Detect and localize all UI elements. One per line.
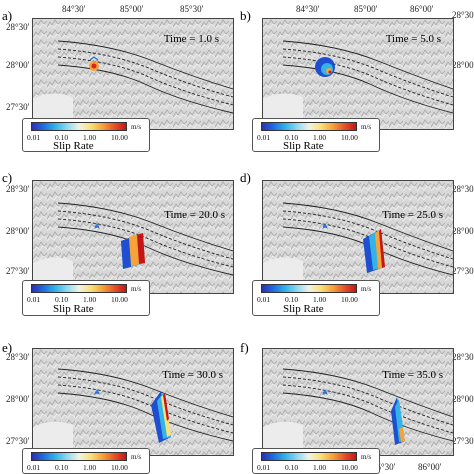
lon-tick: 85°00' (120, 4, 144, 14)
colorbar-title: Slip Rate (283, 303, 324, 315)
shaded-relief-map: Time = 35.0 s (262, 348, 454, 456)
lat-tick: 27°30' (452, 266, 474, 276)
colorbar-tick: 10.00 (341, 133, 358, 142)
colorbar-unit: m/s (131, 123, 142, 131)
colorbar-tick: 0.10 (285, 133, 299, 142)
colorbar-tick: 0.10 (55, 295, 69, 304)
colorbar-tick: 10.00 (111, 295, 128, 304)
shaded-relief-map: Time = 5.0 s (262, 18, 454, 130)
slip-rate-legend: m/s 0.01 0.10 1.00 10.00 Slip Rate (252, 118, 380, 152)
colorbar-title: Slip Rate (53, 303, 94, 315)
colorbar-unit: m/s (361, 453, 372, 461)
panel-letter: f) (240, 340, 249, 355)
lon-tick: 86°00' (410, 4, 434, 14)
lat-tick: 28°00' (452, 226, 474, 236)
panel-letter: c) (2, 170, 13, 185)
lon-tick: 85°30' (372, 462, 396, 472)
lat-tick: 27°30' (6, 102, 30, 112)
lat-tick: 28°30' (6, 184, 30, 194)
colorbar-unit: m/s (361, 285, 372, 293)
lat-tick: 27°30' (6, 436, 30, 446)
colorbar-tick: 0.10 (55, 463, 69, 472)
colorbar-tick: 1.00 (313, 295, 327, 304)
panel-letter: a) (2, 8, 13, 23)
lon-tick: 85°30' (180, 4, 204, 14)
lon-tick: 84°30' (62, 4, 86, 14)
colorbar (261, 122, 357, 131)
time-label: Time = 20.0 s (164, 209, 225, 221)
lat-tick: 28°00' (6, 60, 30, 70)
slip-rate-legend: m/s 0.01 0.10 1.00 10.00 (22, 448, 150, 474)
lat-tick: 28°30' (6, 22, 30, 32)
colorbar-title: Slip Rate (53, 140, 94, 152)
lat-tick: 28°30' (452, 352, 474, 362)
shaded-relief-map: Time = 25.0 s (262, 180, 454, 294)
colorbar-tick: 0.10 (285, 295, 299, 304)
colorbar-tick: 0.10 (285, 463, 299, 472)
time-label: Time = 5.0 s (385, 33, 441, 45)
colorbar-tick: 0.01 (27, 295, 41, 304)
shaded-relief-map: Time = 20.0 s (32, 180, 234, 294)
lon-tick: 85°00' (354, 4, 378, 14)
colorbar (261, 452, 357, 461)
lat-tick: 27°30' (452, 436, 474, 446)
colorbar-tick: 1.00 (313, 133, 327, 142)
colorbar-unit: m/s (131, 285, 142, 293)
shaded-relief-map: Time = 1.0 s (32, 18, 234, 130)
lat-tick: 28°00' (6, 394, 30, 404)
slip-rate-legend: m/s 0.01 0.10 1.00 10.00 Slip Rate (22, 118, 150, 152)
shaded-relief-map: Time = 30.0 s (32, 348, 234, 456)
colorbar (31, 452, 127, 461)
slip-rate-legend: m/s 0.01 0.10 1.00 10.00 Slip Rate (252, 280, 380, 316)
colorbar-tick: 10.00 (111, 133, 128, 142)
lat-tick: 28°00' (452, 60, 474, 70)
colorbar (31, 122, 127, 131)
lat-tick: 28°30' (6, 352, 30, 362)
colorbar (261, 284, 357, 293)
slip-rate-legend: m/s 0.01 0.10 1.00 10.00 Slip Rate (22, 280, 150, 316)
colorbar-unit: m/s (131, 453, 142, 461)
time-label: Time = 1.0 s (163, 33, 219, 45)
colorbar-tick: 1.00 (83, 133, 97, 142)
colorbar-tick: 0.01 (257, 133, 271, 142)
colorbar-tick: 10.00 (341, 463, 358, 472)
colorbar (31, 284, 127, 293)
time-label: Time = 25.0 s (382, 209, 443, 221)
colorbar-title: Slip Rate (283, 140, 324, 152)
lon-tick: 84°30' (296, 4, 320, 14)
colorbar-tick: 1.00 (83, 295, 97, 304)
colorbar-tick: 1.00 (313, 463, 327, 472)
panel-letter: e) (2, 340, 13, 355)
panel-letter: b) (240, 8, 251, 23)
colorbar-tick: 0.01 (257, 463, 271, 472)
colorbar-tick: 0.10 (55, 133, 69, 142)
lat-tick: 28°30' (452, 184, 474, 194)
colorbar-tick: 10.00 (341, 295, 358, 304)
time-label: Time = 30.0 s (162, 369, 223, 381)
colorbar-tick: 0.01 (27, 133, 41, 142)
colorbar-tick: 10.00 (111, 463, 128, 472)
lon-tick: 86°00' (418, 462, 442, 472)
time-label: Time = 35.0 s (382, 369, 443, 381)
slip-rate-legend: m/s 0.01 0.10 1.00 10.00 (252, 448, 380, 474)
lat-tick: 27°30' (6, 266, 30, 276)
colorbar-tick: 0.01 (257, 295, 271, 304)
colorbar-tick: 0.01 (27, 463, 41, 472)
colorbar-tick: 1.00 (83, 463, 97, 472)
lat-tick: 28°30' (452, 10, 474, 20)
panel-letter: d) (240, 170, 251, 185)
lat-tick: 28°00' (6, 226, 30, 236)
colorbar-unit: m/s (361, 123, 372, 131)
lat-tick: 28°00' (452, 394, 474, 404)
